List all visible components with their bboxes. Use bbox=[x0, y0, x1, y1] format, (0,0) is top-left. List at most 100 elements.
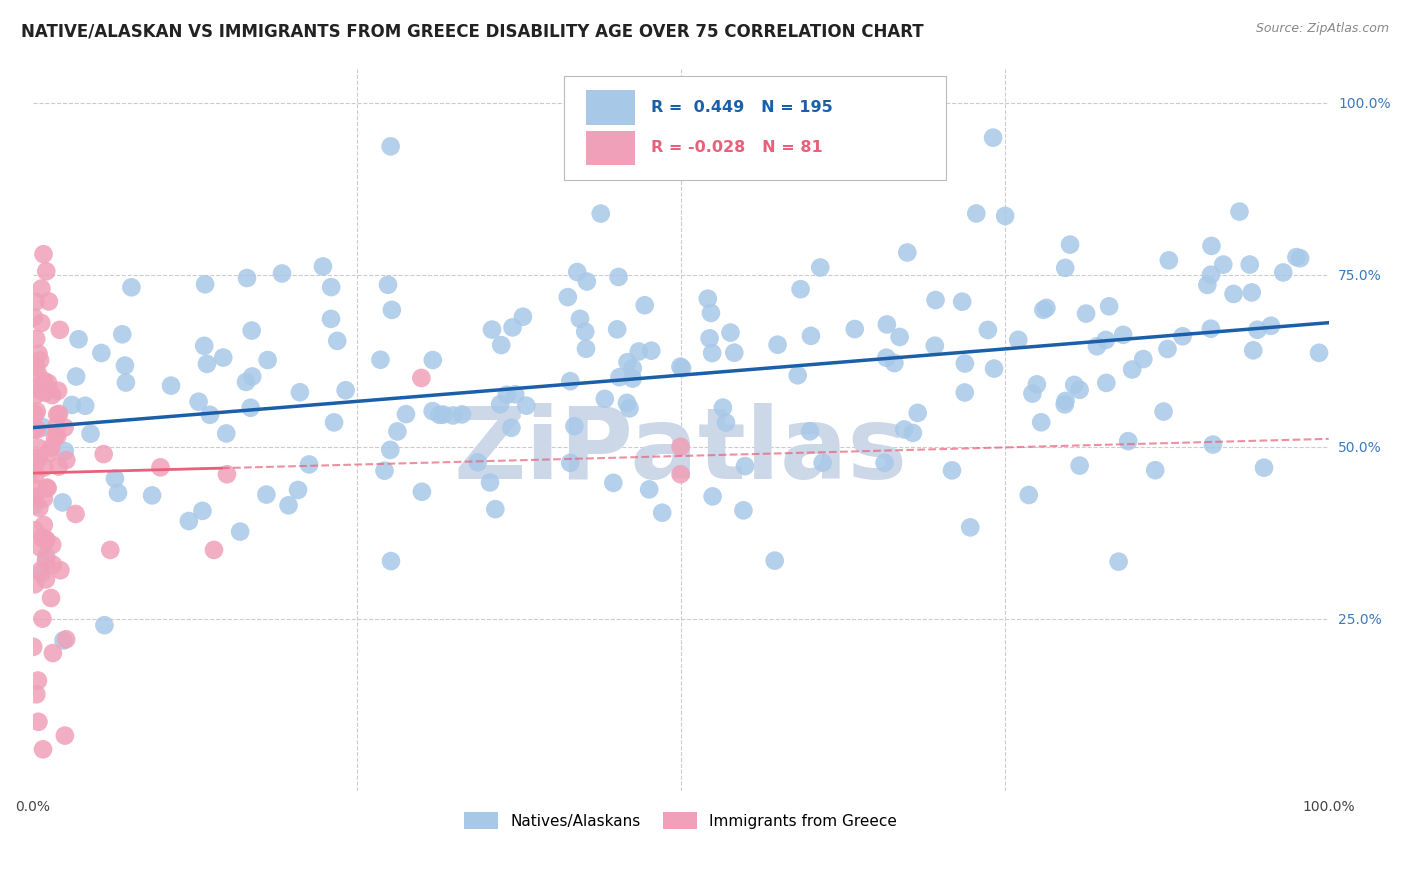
Point bbox=[35, 533, 58, 547]
Point bbox=[93, 447, 115, 461]
Point bbox=[271, 267, 294, 281]
Point bbox=[298, 458, 321, 472]
Point bbox=[1121, 362, 1143, 376]
Point bbox=[44, 430, 66, 444]
Point bbox=[1222, 287, 1244, 301]
Point bbox=[699, 146, 721, 161]
Point bbox=[321, 280, 343, 294]
Point bbox=[658, 162, 681, 177]
Point bbox=[65, 507, 87, 521]
Point bbox=[1308, 346, 1330, 360]
Point bbox=[191, 504, 214, 518]
Point bbox=[489, 397, 512, 411]
Point bbox=[575, 342, 598, 356]
Point bbox=[602, 475, 624, 490]
Point bbox=[30, 316, 52, 330]
Point bbox=[873, 456, 896, 470]
Point bbox=[45, 419, 67, 434]
Point bbox=[104, 471, 127, 485]
Point bbox=[429, 408, 451, 422]
Point bbox=[981, 130, 1004, 145]
Point bbox=[24, 389, 46, 403]
Point bbox=[79, 426, 101, 441]
Point bbox=[215, 426, 238, 441]
Point bbox=[60, 398, 83, 412]
Point bbox=[479, 475, 502, 490]
Point bbox=[215, 467, 238, 482]
Point bbox=[1021, 386, 1043, 401]
Point bbox=[907, 406, 929, 420]
Point bbox=[35, 481, 58, 495]
Point bbox=[51, 495, 73, 509]
Point bbox=[1007, 333, 1029, 347]
Point bbox=[202, 542, 225, 557]
Point bbox=[1285, 250, 1308, 264]
Point bbox=[950, 294, 973, 309]
Point bbox=[34, 374, 56, 388]
Point bbox=[25, 687, 48, 701]
Point bbox=[287, 483, 309, 497]
Point bbox=[896, 245, 918, 260]
Point bbox=[1085, 339, 1108, 353]
Point bbox=[502, 320, 524, 334]
Point bbox=[22, 462, 45, 476]
Point bbox=[32, 247, 55, 261]
Point bbox=[387, 425, 409, 439]
Point bbox=[1260, 318, 1282, 333]
Point bbox=[48, 407, 70, 421]
Point bbox=[22, 493, 45, 508]
Point bbox=[696, 292, 718, 306]
Point bbox=[1157, 253, 1180, 268]
Point bbox=[380, 139, 402, 153]
Point bbox=[55, 632, 77, 647]
Point bbox=[1229, 204, 1251, 219]
Point bbox=[22, 640, 45, 654]
Point bbox=[883, 356, 905, 370]
Point bbox=[606, 322, 628, 336]
Point bbox=[441, 409, 464, 423]
Point bbox=[256, 353, 278, 368]
Point bbox=[589, 206, 612, 220]
Point bbox=[46, 408, 69, 422]
Point bbox=[53, 729, 76, 743]
Point bbox=[621, 371, 644, 385]
Point bbox=[319, 311, 342, 326]
Point bbox=[37, 376, 59, 390]
Point bbox=[876, 318, 898, 332]
FancyBboxPatch shape bbox=[564, 76, 946, 180]
Point bbox=[515, 399, 537, 413]
Point bbox=[240, 369, 263, 384]
Point bbox=[380, 442, 402, 457]
Point bbox=[924, 339, 946, 353]
Point bbox=[616, 396, 638, 410]
Point bbox=[235, 375, 257, 389]
Point bbox=[32, 420, 55, 434]
Point bbox=[411, 484, 433, 499]
Point bbox=[24, 294, 46, 309]
Point bbox=[28, 384, 51, 398]
Point bbox=[229, 524, 252, 539]
Point bbox=[49, 323, 72, 337]
Point bbox=[27, 673, 49, 688]
Point bbox=[700, 346, 723, 360]
Point bbox=[811, 456, 834, 470]
Point bbox=[953, 357, 976, 371]
Point bbox=[1201, 239, 1223, 253]
Point bbox=[37, 383, 59, 397]
Point bbox=[607, 269, 630, 284]
Point bbox=[1069, 383, 1091, 397]
Point bbox=[422, 353, 444, 368]
Point bbox=[198, 408, 221, 422]
Point bbox=[1239, 258, 1261, 272]
Point bbox=[27, 441, 49, 455]
Point bbox=[671, 361, 693, 376]
Point bbox=[30, 353, 52, 368]
Point bbox=[25, 404, 48, 418]
Point bbox=[55, 453, 77, 467]
Point bbox=[25, 423, 48, 437]
Point bbox=[53, 420, 76, 434]
Point bbox=[1018, 488, 1040, 502]
Point bbox=[27, 347, 49, 361]
Point bbox=[1054, 260, 1077, 275]
Point bbox=[187, 394, 209, 409]
